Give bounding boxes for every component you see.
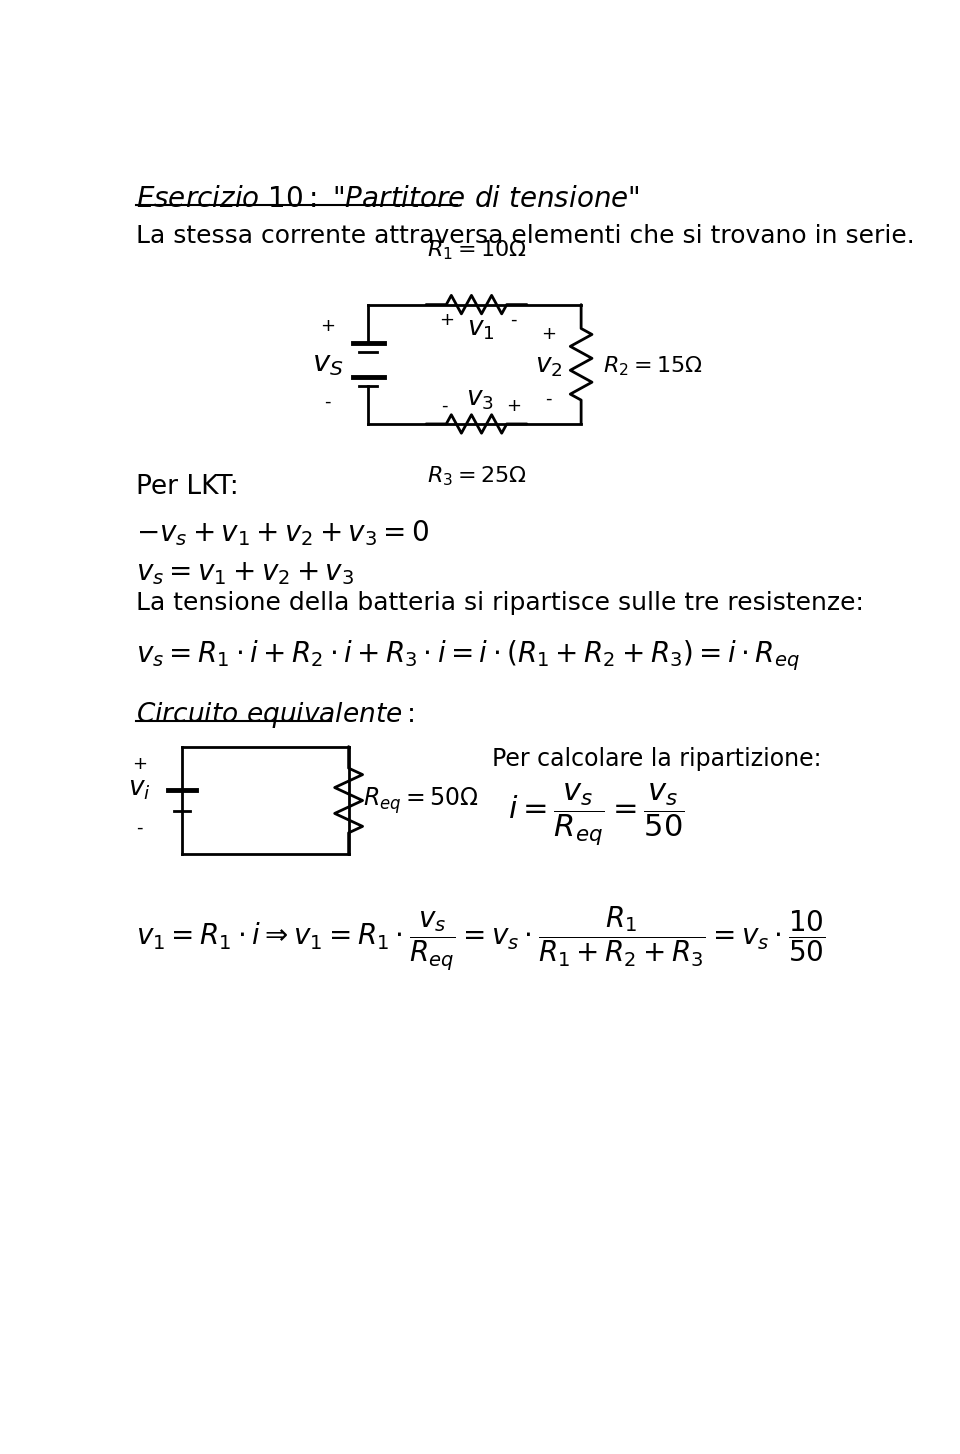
- Text: $v_i$: $v_i$: [128, 776, 151, 803]
- Text: $R_3 = 25\Omega$: $R_3 = 25\Omega$: [426, 464, 526, 487]
- Text: -: -: [324, 393, 331, 410]
- Text: $v_1 = R_1 \cdot i \Rightarrow v_1 = R_1 \cdot \dfrac{v_s}{R_{eq}} = v_s \cdot \: $v_1 = R_1 \cdot i \Rightarrow v_1 = R_1…: [135, 904, 825, 973]
- Text: $R_1 = 10\Omega$: $R_1 = 10\Omega$: [426, 238, 526, 262]
- Text: Per LKT:: Per LKT:: [135, 474, 238, 500]
- Text: Per calcolare la ripartizione:: Per calcolare la ripartizione:: [492, 746, 822, 771]
- Text: $v_2$: $v_2$: [535, 353, 563, 379]
- Text: +: +: [132, 755, 147, 772]
- Text: $v_1$: $v_1$: [467, 316, 494, 342]
- Text: -: -: [511, 311, 516, 329]
- Text: $R_{eq} = 50\Omega$: $R_{eq} = 50\Omega$: [363, 785, 478, 816]
- Text: $\mathit{Circuito\ equivalente:}$: $\mathit{Circuito\ equivalente:}$: [135, 701, 415, 730]
- Text: $i = \dfrac{v_s}{R_{eq}} = \dfrac{v_s}{50}$: $i = \dfrac{v_s}{R_{eq}} = \dfrac{v_s}{5…: [508, 781, 684, 848]
- Text: La stessa corrente attraversa elementi che si trovano in serie.: La stessa corrente attraversa elementi c…: [135, 224, 914, 247]
- Text: $R_2 = 15\Omega$: $R_2 = 15\Omega$: [603, 355, 703, 378]
- Text: $v_s = R_1 \cdot i + R_2 \cdot i + R_3 \cdot i = i \cdot (R_1 + R_2 + R_3) = i \: $v_s = R_1 \cdot i + R_2 \cdot i + R_3 \…: [135, 638, 799, 673]
- Text: $-v_s + v_1 + v_2 + v_3 = 0$: $-v_s + v_1 + v_2 + v_3 = 0$: [135, 519, 429, 548]
- Text: +: +: [506, 397, 521, 414]
- Text: -: -: [136, 819, 143, 836]
- Text: $\mathbf{\mathit{Esercizio\ 10:\ \text{"}Partitore\ di\ tensione\text{"}}}$: $\mathbf{\mathit{Esercizio\ 10:\ \text{"…: [135, 185, 639, 214]
- Text: -: -: [545, 390, 552, 407]
- Text: +: +: [321, 317, 335, 334]
- Text: $v_s = v_1 + v_2 + v_3$: $v_s = v_1 + v_2 + v_3$: [135, 558, 353, 587]
- Text: La tensione della batteria si ripartisce sulle tre resistenze:: La tensione della batteria si ripartisce…: [135, 590, 863, 615]
- Text: +: +: [440, 311, 454, 329]
- Text: +: +: [541, 324, 556, 343]
- Text: -: -: [441, 397, 447, 414]
- Text: $v_3$: $v_3$: [467, 387, 494, 413]
- Text: $v_S$: $v_S$: [312, 350, 344, 378]
